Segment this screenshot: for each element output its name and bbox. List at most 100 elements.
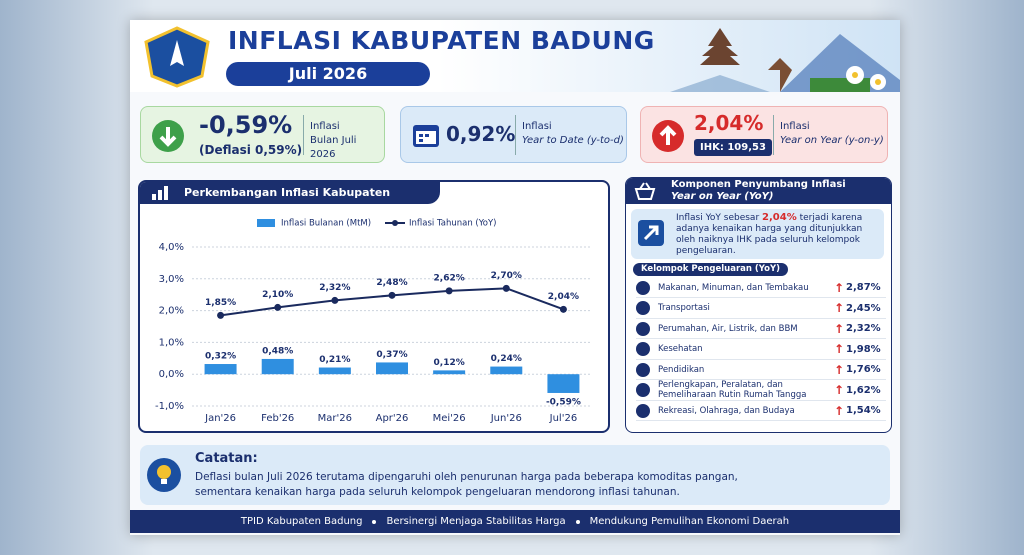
component-name: Pendidikan xyxy=(658,364,705,375)
legend-label: Inflasi Bulanan (MtM) xyxy=(281,219,371,229)
bar xyxy=(261,358,294,375)
component-value: 1,76% xyxy=(846,364,881,375)
point xyxy=(388,291,396,299)
x-tick-label: Jul'26 xyxy=(549,413,578,424)
title: INFLASI KABUPATEN BADUNG xyxy=(228,26,655,55)
x-tick-label: Apr'26 xyxy=(376,413,409,424)
y-tick-label: 0,0% xyxy=(159,369,184,380)
point xyxy=(331,296,339,304)
card-note: (Deflasi 0,59%) xyxy=(199,143,303,157)
bar xyxy=(433,370,466,375)
desc: Inflasi YoY sebesar 2,04% terjadi karena… xyxy=(676,212,881,257)
bar xyxy=(490,366,523,375)
notes-title: Catatan: xyxy=(195,451,258,466)
period: Year on Year (y-on-y) xyxy=(780,134,884,148)
component-name: Makanan, Minuman, dan Tembakau xyxy=(658,282,809,293)
card-label: Inflasi Year on Year (y-on-y) xyxy=(780,120,884,148)
legend-swatch xyxy=(257,219,275,227)
notes: Catatan: Deflasi bulan Juli 2026 terutam… xyxy=(140,445,890,505)
x-tick-label: Mei'26 xyxy=(433,413,466,424)
components-title: Komponen Penyumbang Inflasi Year on Year … xyxy=(671,179,846,203)
bar xyxy=(376,362,408,375)
card-mtm: -0,59% (Deflasi 0,59%) Inflasi Bulan Juli… xyxy=(140,106,385,163)
component-value: 2,45% xyxy=(846,302,881,314)
bar xyxy=(204,364,237,375)
legend-swatch xyxy=(392,220,398,226)
component-icon xyxy=(636,362,650,377)
legend-label: Inflasi Tahunan (YoY) xyxy=(409,219,497,229)
divider xyxy=(303,115,304,155)
point xyxy=(274,303,282,311)
point-label: 2,04% xyxy=(548,292,579,302)
component-icon xyxy=(636,301,650,315)
x-tick-label: Mar'26 xyxy=(318,413,352,424)
bar-label: 0,32% xyxy=(205,352,236,362)
desc-after: terjadi karena adanya kenaikan harga yan… xyxy=(676,213,863,256)
chart: 4,0% 3,0% 2,0% 1,0% 0,0% -1,0% Jan'26 Feb'26 Mar… xyxy=(155,219,592,424)
component-name: Perumahan, Air, Listrik, dan BBM xyxy=(658,323,798,334)
period-text: Year on Year (y-on-y) xyxy=(780,135,884,146)
period: Year to Date (y-to-d) xyxy=(522,134,624,148)
note-line: Deflasi bulan Juli 2026 terutama dipenga… xyxy=(195,471,738,483)
chart-icon xyxy=(152,186,168,200)
label: Inflasi xyxy=(780,121,810,132)
x-tick-label: Jun'26 xyxy=(490,413,522,424)
component-row: Makanan, Minuman, dan Tembakau ↑ 2,87% xyxy=(636,278,886,298)
title: Komponen Penyumbang Inflasi xyxy=(671,179,846,190)
components-header xyxy=(626,178,891,204)
x-tick-label: Feb'26 xyxy=(261,413,294,424)
point xyxy=(217,311,225,319)
point xyxy=(559,305,567,313)
footer-item: TPID Kabupaten Badung xyxy=(240,516,363,527)
up-arrow: ↑ xyxy=(834,342,845,356)
footer-item: Bersinergi Menjaga Stabilitas Harga xyxy=(386,516,566,527)
point-label: 2,70% xyxy=(491,271,522,281)
bar xyxy=(547,374,580,393)
decoration xyxy=(670,28,900,92)
y-tick-label: 4,0% xyxy=(159,242,184,253)
note-line: sementara kenaikan harga pada seluruh ke… xyxy=(195,486,680,498)
divider xyxy=(515,115,516,155)
point-label: 2,62% xyxy=(434,273,465,283)
card-ytd: 0,92% Inflasi Year to Date (y-to-d) xyxy=(400,106,627,163)
components-panel: Komponen Penyumbang Inflasi Year on Year … xyxy=(625,177,892,433)
up-arrow: ↑ xyxy=(834,321,845,336)
card-label: Inflasi Bulan Juli 2026 xyxy=(310,120,384,162)
y-tick-label: 3,0% xyxy=(159,274,184,285)
chart-panel: Perkembangan Inflasi Kabupaten Badung 4,… xyxy=(138,180,610,433)
up-arrow: ↑ xyxy=(834,362,845,377)
period: Bulan Juli 2026 xyxy=(310,135,357,160)
chart-title: Perkembangan Inflasi Kabupaten Badung xyxy=(140,182,440,221)
point-label: 1,85% xyxy=(205,298,236,308)
point-label: 2,48% xyxy=(376,278,407,288)
component-row: Transportasi ↑ 2,45% xyxy=(636,299,886,319)
period-text: Year to Date (y-to-d) xyxy=(522,135,624,146)
component-icon xyxy=(636,342,650,356)
calendar-icon xyxy=(413,125,439,147)
card-value: 0,92% xyxy=(446,122,516,146)
notes-text: Deflasi bulan Juli 2026 terutama dipenga… xyxy=(195,470,738,500)
up-icon xyxy=(652,120,684,152)
bar-label: 0,48% xyxy=(262,346,293,356)
point xyxy=(445,287,453,295)
card-value: 2,04% xyxy=(694,111,764,135)
component-icon xyxy=(636,280,650,295)
desc-before: Inflasi YoY sebesar xyxy=(676,213,760,223)
arrow-icon xyxy=(638,220,664,246)
y-tick-label: -1,0% xyxy=(155,401,184,412)
y-tick-label: 1,0% xyxy=(159,337,184,348)
bar-label: 0,24% xyxy=(491,354,522,364)
component-value: 1,54% xyxy=(846,405,881,416)
component-value: 2,32% xyxy=(846,323,881,334)
down-icon xyxy=(152,120,184,152)
footer: TPID Kabupaten Badung Bersinergi Menjaga… xyxy=(130,510,900,533)
point-label: 2,10% xyxy=(262,290,293,300)
logo xyxy=(144,26,210,88)
component-icon xyxy=(636,403,650,418)
card-label: Inflasi Year to Date (y-to-d) xyxy=(522,120,624,148)
point xyxy=(502,284,510,292)
subtitle: Year on Year (YoY) xyxy=(671,191,774,202)
label: Inflasi xyxy=(310,121,340,132)
y-tick-label: 2,0% xyxy=(159,306,184,317)
